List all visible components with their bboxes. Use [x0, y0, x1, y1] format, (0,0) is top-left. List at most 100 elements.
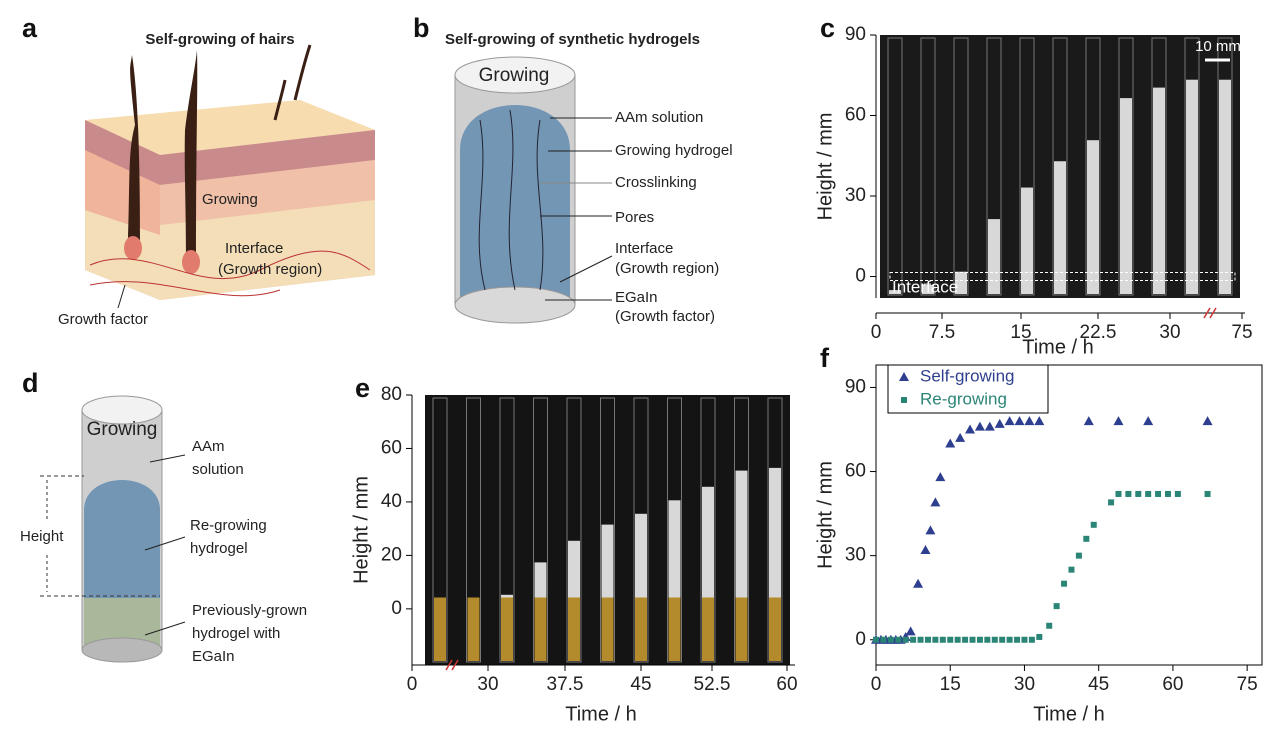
x-tick-label: 30 [1159, 322, 1180, 343]
label: Crosslinking [615, 174, 697, 191]
point [1143, 416, 1154, 426]
y-tick-label: 0 [855, 266, 866, 287]
point [880, 636, 887, 643]
point [955, 432, 966, 442]
tube [700, 397, 716, 663]
egain [501, 597, 513, 661]
x-axis-title: Time / h [1022, 336, 1094, 358]
point [969, 636, 976, 643]
point [1125, 490, 1132, 497]
y-tick-label: 60 [845, 105, 866, 126]
x-tick-label: 0 [871, 674, 882, 695]
label: Pores [615, 209, 654, 226]
label: Growing [479, 65, 550, 86]
gel [1219, 79, 1231, 295]
gel [1153, 87, 1165, 294]
point [999, 636, 1006, 643]
tube [1184, 37, 1200, 296]
point [887, 636, 894, 643]
point [873, 636, 879, 643]
plot-frame [875, 364, 1263, 666]
gel [1021, 187, 1033, 294]
point [920, 545, 931, 555]
gel [1186, 79, 1198, 295]
y-axis-title: Height / mm [350, 476, 372, 584]
gel [988, 219, 1000, 294]
y-tick-label: 60 [381, 437, 402, 458]
label: (Growth region) [218, 261, 322, 278]
point [939, 636, 946, 643]
tube [1217, 37, 1233, 296]
tube [1085, 37, 1101, 296]
x-tick-label: 15 [940, 674, 961, 695]
point [974, 421, 985, 431]
point [932, 636, 939, 643]
point [1034, 416, 1045, 426]
tube [1118, 37, 1134, 296]
y-tick-label: 90 [845, 376, 866, 397]
point [924, 636, 931, 643]
tube [767, 397, 783, 663]
y-tick-label: 20 [381, 544, 402, 565]
point [1014, 636, 1021, 643]
panel-title: Self-growing of synthetic hydrogels [445, 31, 700, 48]
axis-break [1203, 307, 1217, 319]
point [1155, 490, 1162, 497]
y-tick-label: 0 [391, 598, 402, 619]
egain [668, 597, 681, 661]
x-tick-label: 60 [1162, 674, 1183, 695]
point [1145, 490, 1152, 497]
point [1004, 416, 1015, 426]
egain [534, 597, 547, 661]
panel-letter: b [413, 13, 430, 43]
point [1135, 490, 1142, 497]
label: Interface [615, 240, 673, 257]
point [1028, 636, 1035, 643]
tube [1019, 37, 1035, 296]
x-tick-label: 15 [1010, 322, 1031, 343]
label: EGaIn [615, 289, 658, 306]
label: hydrogel with [192, 625, 280, 642]
point [902, 636, 909, 643]
y-tick-label: 60 [845, 461, 866, 482]
x-tick-label: 30 [477, 674, 498, 695]
tube [432, 397, 448, 663]
panel-title: Self-growing of hairs [145, 31, 294, 48]
label: Interface [225, 240, 283, 257]
tube [533, 397, 548, 663]
y-tick-label: 30 [845, 185, 866, 206]
tube [600, 397, 615, 663]
point [1021, 636, 1028, 643]
egain [735, 597, 748, 661]
egain [769, 597, 781, 661]
point [976, 636, 983, 643]
label: Growth factor [58, 311, 148, 328]
label: hydrogel [190, 540, 248, 557]
label: Growing hydrogel [615, 142, 733, 159]
label: solution [192, 461, 244, 478]
point [913, 578, 924, 588]
point [1075, 552, 1082, 559]
tube [566, 397, 582, 663]
x-tick-label: 45 [630, 674, 651, 695]
tube [734, 397, 749, 663]
gel [955, 271, 967, 294]
panel-letter: f [820, 343, 830, 373]
point [1164, 490, 1171, 497]
point [917, 636, 924, 643]
label: Growing [87, 419, 158, 440]
panel-letter: e [355, 373, 370, 403]
tube [953, 37, 969, 296]
point [991, 636, 998, 643]
label: EGaIn [192, 648, 235, 665]
legend-marker [899, 372, 909, 381]
gel [889, 290, 901, 294]
tube [499, 397, 515, 663]
point [925, 525, 936, 535]
x-tick-label: 52.5 [694, 674, 731, 695]
point [1090, 521, 1097, 528]
legend-marker [901, 397, 907, 403]
point [1202, 416, 1213, 426]
label: Growing [202, 191, 258, 208]
